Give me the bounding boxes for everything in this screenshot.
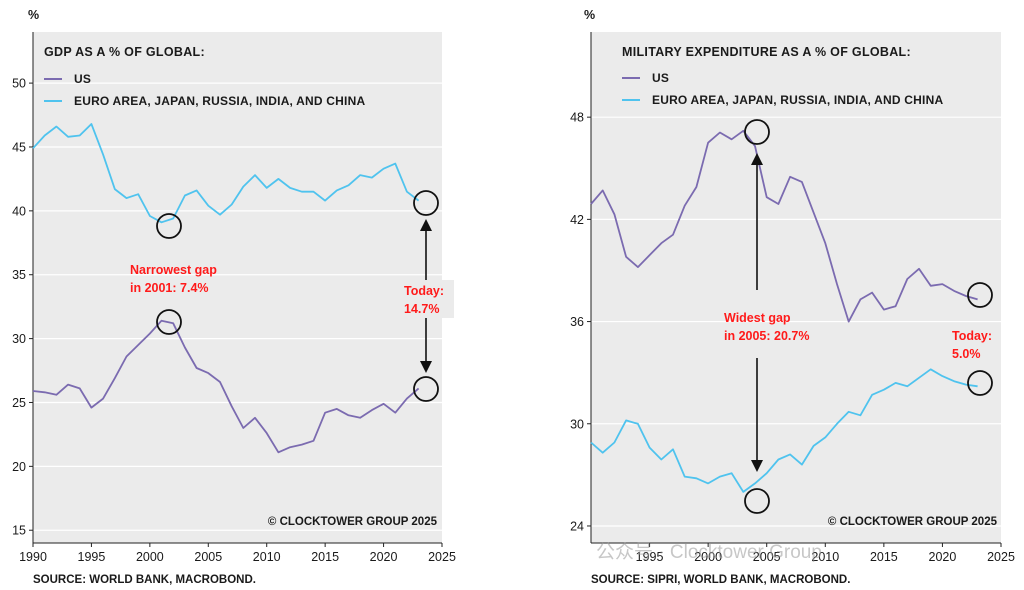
chart-title: MILITARY EXPENDITURE AS A % OF GLOBAL:	[622, 45, 911, 59]
legend-label-others: EURO AREA, JAPAN, RUSSIA, INDIA, AND CHI…	[74, 94, 365, 108]
y-tick-label: 24	[570, 519, 584, 533]
y-tick-label: 15	[12, 524, 26, 538]
y-tick-label: 35	[12, 268, 26, 282]
chart-title: GDP AS A % OF GLOBAL:	[44, 45, 205, 59]
x-tick-label: 2010	[253, 550, 281, 564]
legend-label-us: US	[652, 71, 669, 85]
gap-marker-circle	[744, 119, 770, 145]
us-series-line	[590, 129, 978, 323]
x-tick-label: 2010	[811, 550, 839, 564]
y-tick-label: 20	[12, 460, 26, 474]
copyright-label: © CLOCKTOWER GROUP 2025	[268, 516, 438, 528]
legend-label-others: EURO AREA, JAPAN, RUSSIA, INDIA, AND CHI…	[652, 93, 943, 107]
x-tick-label: 2000	[694, 550, 722, 564]
x-tick-label: 2005	[194, 550, 222, 564]
source-label: SOURCE: WORLD BANK, MACROBOND.	[33, 574, 256, 586]
today-marker-circle	[413, 190, 439, 216]
y-tick-label: 50	[12, 77, 26, 91]
x-tick-label: 2020	[929, 550, 957, 564]
x-tick-label: 2000	[136, 550, 164, 564]
x-tick-label: 2020	[370, 550, 398, 564]
y-tick-label: 48	[570, 111, 584, 125]
gap-marker-circle	[156, 309, 182, 335]
widest-gap-annotation-line2: in 2005: 20.7%	[724, 329, 809, 343]
gap-marker-circle	[156, 213, 182, 239]
y-tick-label: 30	[570, 417, 584, 431]
legend-label-us: US	[74, 72, 91, 86]
military-chart-svg: % 24 30 36 42 48 1995 2000 2005 2010 2015 2020 202…	[570, 8, 1015, 586]
narrowest-gap-annotation-line1: Narrowest gap	[130, 263, 217, 277]
y-tick-label: 30	[12, 332, 26, 346]
y-tick-label: 36	[570, 315, 584, 329]
today-annotation-line1: Today:	[952, 329, 992, 343]
today-marker-circle	[967, 370, 993, 396]
gdp-chart-panel: % 15 20 25 30 35 40 45 50 1990 1995 2000 2005 2010 2…	[12, 8, 456, 586]
today-marker-circle	[413, 376, 439, 402]
today-marker-circle	[967, 282, 993, 308]
x-tick-label: 2025	[987, 550, 1015, 564]
military-chart-panel: % 24 30 36 42 48 1995 2000 2005 2010 2015 2020 202…	[512, 0, 1024, 590]
y-unit-label: %	[28, 8, 39, 22]
y-tick-label: 25	[12, 396, 26, 410]
copyright-label: © CLOCKTOWER GROUP 2025	[828, 516, 998, 528]
annotation-background	[400, 280, 454, 318]
x-tick-label: 2015	[870, 550, 898, 564]
widest-gap-double-arrow	[751, 153, 763, 472]
others-series-line	[590, 368, 978, 493]
x-tick-label: 2015	[311, 550, 339, 564]
today-annotation-line1: Today:	[404, 284, 444, 298]
others-series-line	[32, 123, 420, 224]
gap-marker-circle	[744, 488, 770, 514]
plot-background	[33, 32, 442, 543]
x-tick-label: 1995	[636, 550, 664, 564]
watermark-text: 公众号 · Clocktower Group	[596, 541, 822, 563]
widest-gap-annotation-line1: Widest gap	[724, 311, 791, 325]
today-annotation-line2: 5.0%	[952, 347, 981, 361]
x-tick-label: 2005	[753, 550, 781, 564]
y-tick-label: 40	[12, 204, 26, 218]
x-tick-label: 1995	[78, 550, 106, 564]
today-annotation-line2: 14.7%	[404, 302, 439, 316]
plot-background	[591, 32, 1001, 543]
y-unit-label: %	[584, 8, 595, 22]
x-tick-label: 1990	[19, 550, 47, 564]
y-tick-label: 45	[12, 140, 26, 154]
us-series-line	[32, 319, 420, 454]
narrowest-gap-annotation-line2: in 2001: 7.4%	[130, 281, 209, 295]
y-tick-label: 42	[570, 213, 584, 227]
source-label: SOURCE: SIPRI, WORLD BANK, MACROBOND.	[591, 574, 850, 586]
x-tick-label: 2025	[428, 550, 456, 564]
